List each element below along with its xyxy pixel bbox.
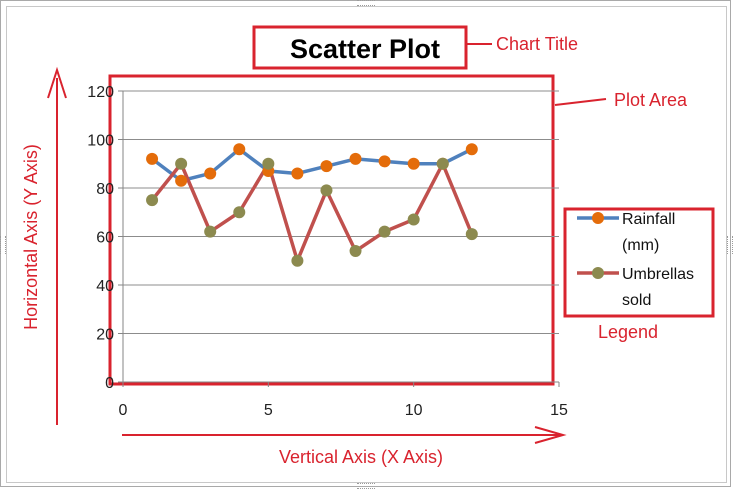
legend-swatch-marker-0 <box>592 212 604 224</box>
y-tick-label-40: 40 <box>96 278 114 295</box>
y-tick-label-20: 20 <box>96 327 114 344</box>
x-tick-label-0: 0 <box>119 402 128 419</box>
data-point-s0-5 <box>291 167 304 180</box>
data-point-s0-11 <box>465 143 478 156</box>
y-axis-annotation: Horizontal Axis (Y Axis) <box>21 144 41 330</box>
data-point-s0-6 <box>320 160 333 173</box>
data-series <box>146 143 478 267</box>
data-point-s1-5 <box>291 254 304 267</box>
legend: Rainfall (mm) Umbrellas sold <box>577 211 694 309</box>
series-line-0 <box>151 147 473 183</box>
data-point-s1-10 <box>436 157 449 170</box>
series-line-1 <box>150 162 474 263</box>
data-point-s0-1 <box>175 174 188 187</box>
x-tick-label-10: 10 <box>405 402 423 419</box>
x-axis-annotation: Vertical Axis (X Axis) <box>279 447 443 467</box>
data-point-s0-9 <box>407 157 420 170</box>
x-tick-label-15: 15 <box>550 402 568 419</box>
chart-frame-inner <box>6 6 727 483</box>
legend-label-0-1: (mm) <box>622 237 659 254</box>
data-point-s1-2 <box>204 225 217 238</box>
y-tick-label-80: 80 <box>96 181 114 198</box>
axes <box>118 90 560 387</box>
data-point-s1-8 <box>378 225 391 238</box>
legend-label-1-0: Umbrellas <box>622 266 694 283</box>
legend-box <box>563 207 715 318</box>
data-point-s1-3 <box>233 206 246 219</box>
left-resize-handle[interactable] <box>0 236 6 254</box>
legend-swatch-marker-1 <box>592 267 604 279</box>
data-point-s0-2 <box>204 167 217 180</box>
plot-area-pointer <box>554 98 607 106</box>
data-point-s0-7 <box>349 152 362 165</box>
gridlines <box>123 90 559 334</box>
data-point-s0-8 <box>378 155 391 168</box>
data-point-s1-4 <box>262 157 275 170</box>
chart-title: Scatter Plot <box>290 34 440 64</box>
plot-area-annotation: Plot Area <box>614 90 688 110</box>
x-axis-arrow-head <box>534 426 567 444</box>
y-tick-label-120: 120 <box>87 84 114 101</box>
data-point-s1-7 <box>349 245 362 258</box>
data-point-s0-3 <box>233 143 246 156</box>
y-tick-label-100: 100 <box>87 133 114 150</box>
legend-label-0-0: Rainfall <box>622 211 675 228</box>
x-tick-label-5: 5 <box>264 402 273 419</box>
data-point-s1-9 <box>407 213 420 226</box>
top-resize-handle[interactable] <box>357 0 375 6</box>
data-point-s0-0 <box>146 152 159 165</box>
data-point-s1-6 <box>320 184 333 197</box>
chart-title-box <box>252 25 468 70</box>
legend-label-1-1: sold <box>622 292 651 309</box>
tick-labels: 0 20 40 60 80 100 120 0 5 10 15 <box>87 84 568 419</box>
data-point-s1-1 <box>175 157 188 170</box>
plot-area-box <box>108 74 555 386</box>
chart-title-annotation: Chart Title <box>496 34 578 54</box>
data-point-s1-11 <box>465 228 478 241</box>
data-point-s1-0 <box>146 194 159 207</box>
y-tick-label-60: 60 <box>96 230 114 247</box>
legend-annotation: Legend <box>598 322 658 342</box>
y-tick-label-0: 0 <box>105 375 114 392</box>
y-axis-arrow-head <box>47 66 67 99</box>
